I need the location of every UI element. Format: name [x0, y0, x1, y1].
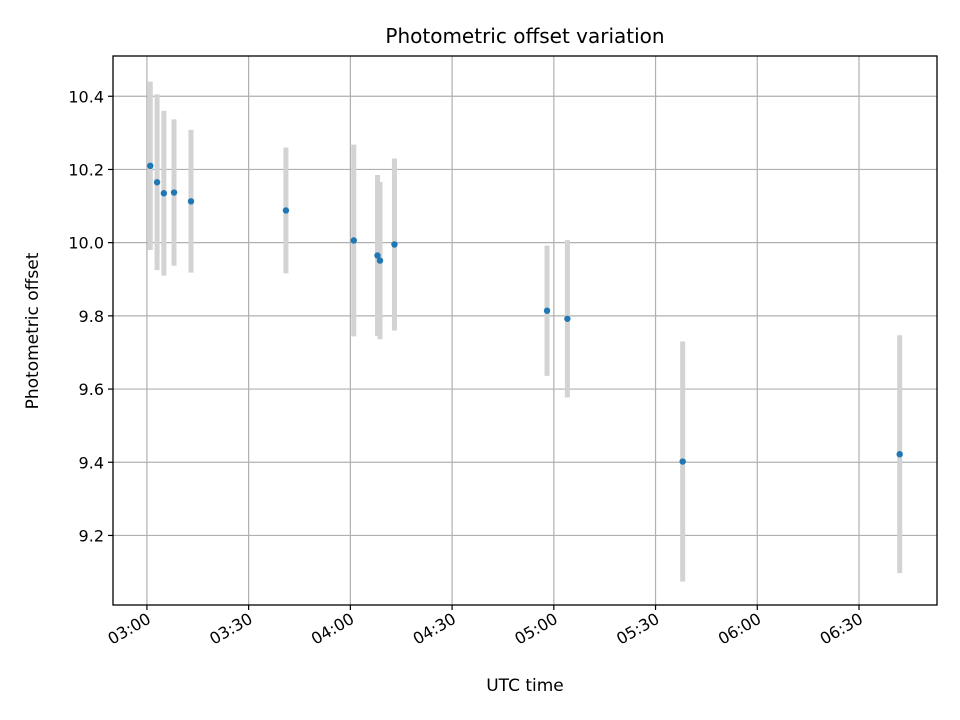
y-tick-label: 9.6	[79, 380, 104, 399]
data-point	[160, 190, 168, 197]
error-bars	[147, 81, 903, 582]
y-axis-label: Photometric offset	[23, 252, 43, 409]
data-point	[543, 307, 551, 314]
x-tick-label: 05:00	[511, 609, 560, 649]
x-tick-label: 04:00	[308, 609, 357, 649]
x-axis-label: UTC time	[486, 676, 564, 696]
data-point	[147, 162, 154, 169]
y-tick-label: 9.4	[79, 453, 104, 472]
data-point	[350, 237, 357, 244]
x-tick-label: 06:30	[817, 609, 866, 649]
data-point	[376, 257, 384, 264]
x-tick-label: 04:30	[410, 609, 459, 649]
y-tick-label: 10.4	[68, 87, 104, 106]
y-tick-label: 9.2	[79, 526, 104, 545]
y-tick-label: 10.0	[68, 234, 104, 253]
chart-title: Photometric offset variation	[385, 24, 664, 48]
data-point	[896, 451, 903, 458]
data-point	[170, 189, 178, 196]
data-point	[153, 179, 161, 186]
x-tick-label: 06:00	[715, 609, 764, 649]
data-points	[147, 162, 903, 465]
x-axis-ticks: 03:00 03:30 04:00 04:30 05:00 05:30 06:00 06:30	[104, 605, 866, 649]
y-tick-label: 9.8	[79, 307, 104, 326]
plot-frame	[112, 55, 938, 606]
x-tick-label: 03:00	[104, 609, 153, 649]
data-point	[391, 241, 398, 248]
grid	[113, 56, 937, 605]
data-point	[282, 207, 290, 214]
data-point	[564, 315, 571, 322]
data-point	[187, 198, 195, 205]
y-tick-label: 10.2	[68, 160, 104, 179]
y-axis-ticks: 9.2 9.4 9.6 9.8 10.0 10.2 10.4	[68, 87, 113, 545]
x-tick-label: 05:30	[613, 609, 662, 649]
data-point	[374, 252, 381, 259]
x-tick-label: 03:30	[206, 609, 255, 649]
data-point	[679, 458, 686, 465]
